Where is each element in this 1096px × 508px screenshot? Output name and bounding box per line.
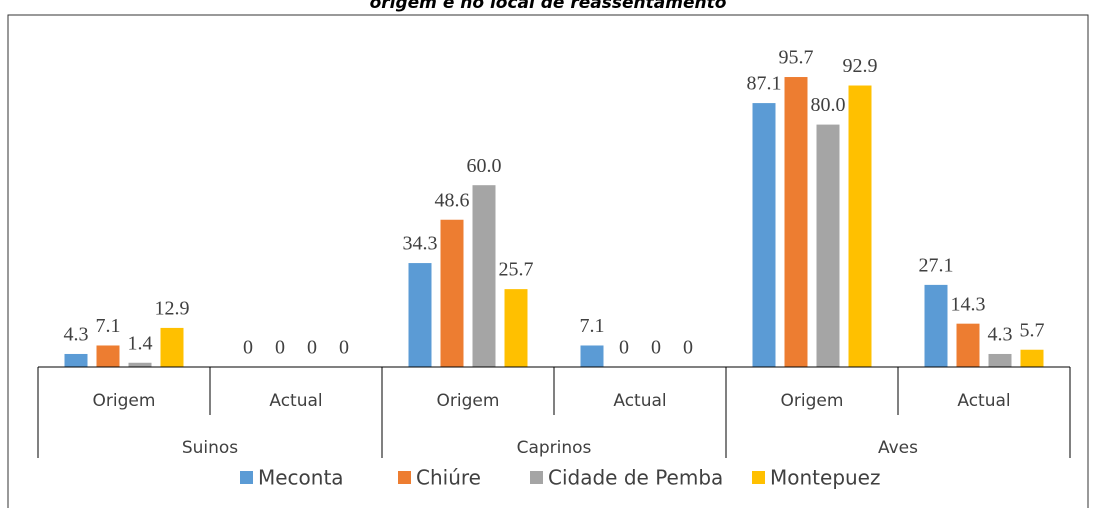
bar [504,289,528,367]
bar [160,327,184,367]
data-label: 60.0 [467,155,502,177]
bar [816,124,840,367]
data-label: 7.1 [580,315,605,337]
data-label: 25.7 [499,259,534,281]
bar [956,323,980,367]
group-label: Suinos [182,438,238,458]
data-label: 14.3 [951,293,986,315]
x-tick-label: Actual [613,391,666,411]
chart-border [7,14,1089,508]
group-label: Caprinos [517,438,592,458]
data-label: 27.1 [919,254,954,276]
x-tick-label: Origem [93,391,156,411]
bar [848,85,872,367]
data-label: 0 [243,337,253,359]
data-label: 34.3 [403,233,438,255]
bar [64,353,88,367]
legend-swatch [398,471,411,484]
data-label: 4.3 [988,324,1013,346]
group-label: Aves [878,438,918,458]
legend-swatch [530,471,543,484]
legend-label: Cidade de Pemba [548,466,723,490]
bar [408,263,432,367]
data-label: 95.7 [779,47,814,69]
data-label: 4.3 [64,324,89,346]
data-label: 0 [339,337,349,359]
data-label: 0 [651,337,661,359]
bar [752,103,776,367]
data-label: 92.9 [843,55,878,77]
bar [988,353,1012,367]
bar [440,219,464,367]
bar [924,284,948,367]
bar [128,362,152,367]
data-label: 12.9 [155,298,190,320]
legend-swatch [240,471,253,484]
bar [96,345,120,367]
x-tick-label: Actual [269,391,322,411]
legend-label: Montepuez [770,466,881,490]
bar [1020,349,1044,367]
data-label: 87.1 [747,73,782,95]
x-tick-label: Origem [781,391,844,411]
data-label: 1.4 [128,332,153,354]
data-label: 0 [307,337,317,359]
data-label: 48.6 [435,189,470,211]
legend-label: Chiúre [416,466,481,490]
x-tick-label: Origem [437,391,500,411]
bar [784,77,808,368]
data-label: 5.7 [1020,319,1045,341]
legend-swatch [752,471,765,484]
chart-title: origem e no local de reassentamento [370,0,727,13]
legend-label: Meconta [258,466,344,490]
data-label: 7.1 [96,315,121,337]
x-tick-label: Actual [957,391,1010,411]
data-label: 80.0 [811,94,846,116]
bar [472,185,496,367]
data-label: 0 [683,337,693,359]
data-label: 0 [619,337,629,359]
bar [580,345,604,367]
data-label: 0 [275,337,285,359]
